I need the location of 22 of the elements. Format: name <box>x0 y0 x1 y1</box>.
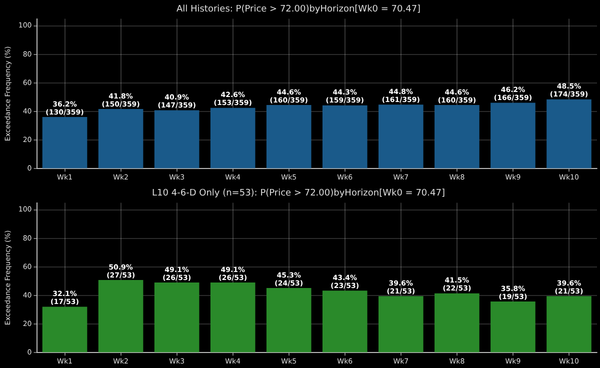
bar <box>42 116 88 168</box>
chart-title: All Histories: P(Price > 72.00)byHorizon[Wk0 = 70.47] <box>176 4 421 15</box>
bar <box>434 104 480 168</box>
bar <box>378 104 424 168</box>
bar <box>210 282 256 352</box>
bar <box>42 306 88 352</box>
bar <box>98 280 144 352</box>
bar <box>490 302 536 352</box>
bar <box>322 105 368 168</box>
bar <box>434 293 480 352</box>
bar <box>154 282 200 352</box>
bar <box>378 296 424 352</box>
bar <box>210 108 256 168</box>
bar <box>490 102 536 168</box>
bar <box>266 104 312 168</box>
bar <box>546 99 592 168</box>
bar <box>322 290 368 352</box>
bar <box>546 296 592 352</box>
chart-title: L10 4-6-D Only (n=53): P(Price > 72.00)byHorizon[Wk0 = 70.47] <box>152 188 445 199</box>
bar <box>266 288 312 352</box>
bar <box>98 108 144 168</box>
bar <box>154 110 200 168</box>
